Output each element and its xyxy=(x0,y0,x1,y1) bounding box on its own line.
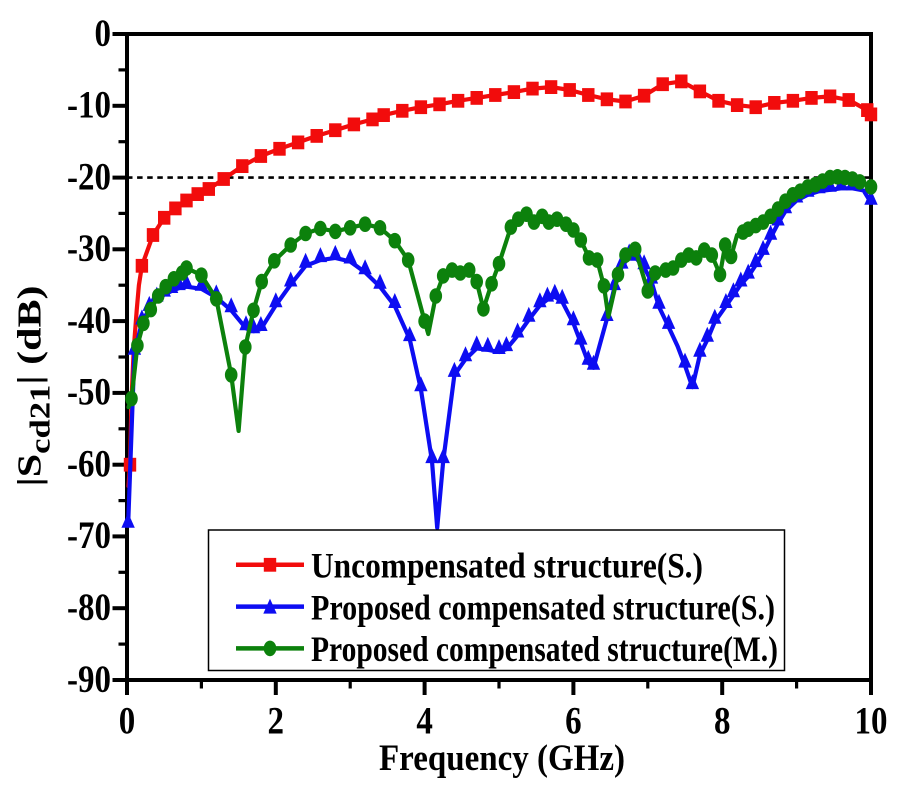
svg-text:Uncompensated structure(S.): Uncompensated structure(S.) xyxy=(311,546,703,586)
svg-text:-80: -80 xyxy=(67,585,111,628)
svg-text:Proposed compensated structure: Proposed compensated structure(M.) xyxy=(311,630,778,670)
svg-text:Frequency (GHz): Frequency (GHz) xyxy=(379,737,625,778)
svg-text:0: 0 xyxy=(95,11,111,54)
svg-text:0: 0 xyxy=(119,699,135,742)
svg-text:-60: -60 xyxy=(67,442,111,485)
svg-text:8: 8 xyxy=(714,699,730,742)
svg-text:-30: -30 xyxy=(67,226,111,269)
svg-text:-90: -90 xyxy=(67,657,111,700)
svg-text:4: 4 xyxy=(416,699,432,742)
svg-text:-40: -40 xyxy=(67,298,111,341)
svg-text:Proposed compensated structure: Proposed compensated structure(S.) xyxy=(311,588,775,628)
svg-text:6: 6 xyxy=(565,699,581,742)
svg-text:-50: -50 xyxy=(67,370,111,413)
svg-text:-20: -20 xyxy=(67,155,111,198)
svg-text:-10: -10 xyxy=(67,83,111,126)
svg-text:2: 2 xyxy=(268,699,284,742)
svg-text:-70: -70 xyxy=(67,513,111,556)
svg-text:10: 10 xyxy=(855,699,888,742)
